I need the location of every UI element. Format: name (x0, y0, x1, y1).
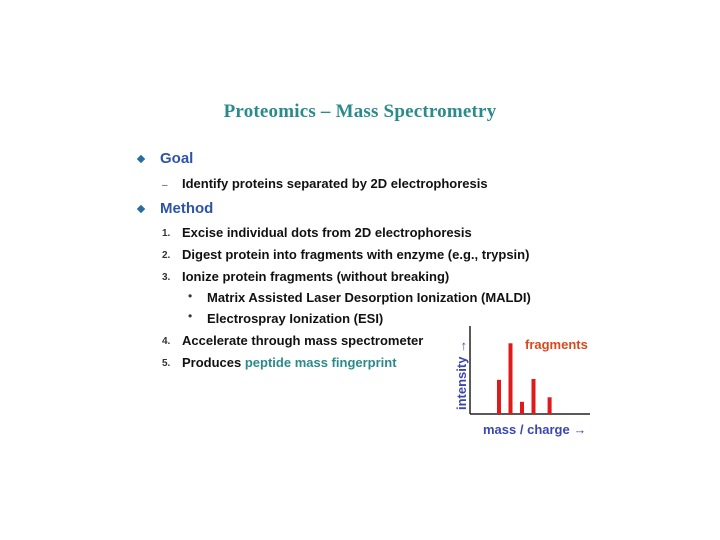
method-item-5: Produces peptide mass fingerprint (182, 355, 397, 370)
method-item-1: Excise individual dots from 2D electroph… (182, 225, 472, 240)
bullet-diamond-icon (136, 204, 146, 214)
goal-heading: Goal (160, 150, 194, 167)
method-item-5-prefix: Produces (182, 355, 245, 370)
spectrum-bar (547, 397, 552, 414)
y-axis-label: intensity → (454, 340, 469, 410)
goal-item: Identify proteins separated by 2D electr… (182, 176, 488, 191)
method-item-2: Digest protein into fragments with enzym… (182, 247, 530, 262)
bullet-diamond-icon (136, 154, 146, 164)
method-item-number: 5. (162, 358, 171, 369)
fragments-annotation: fragments (525, 337, 588, 352)
method-item-number: 3. (162, 272, 171, 283)
method-item-3: Ionize protein fragments (without breaki… (182, 269, 450, 284)
x-axis-label: mass / charge → (483, 422, 586, 437)
method-item-5-highlight: peptide mass fingerprint (244, 355, 397, 370)
goal-dash-marker: – (162, 180, 168, 191)
method-item-number: 2. (162, 250, 171, 261)
method-subitem-maldi: Matrix Assisted Laser Desorption Ionizat… (207, 290, 531, 305)
method-item-4: Accelerate through mass spectrometer (182, 333, 424, 348)
spectrum-bar (497, 379, 501, 414)
sub-bullet-icon: • (188, 289, 193, 303)
slide-title: Proteomics – Mass Spectrometry (223, 101, 497, 122)
mass-spectrum-chart: intensity → mass / charge → fragments (454, 326, 590, 437)
method-heading: Method (160, 200, 214, 217)
spectrum-bar (508, 343, 513, 414)
sub-bullet-icon: • (188, 309, 193, 323)
spectrum-bar (531, 379, 536, 414)
method-item-number: 1. (162, 228, 171, 239)
spectrum-bar (520, 401, 524, 414)
method-subitem-esi: Electrospray Ionization (ESI) (207, 311, 384, 326)
method-item-number: 4. (162, 336, 171, 347)
